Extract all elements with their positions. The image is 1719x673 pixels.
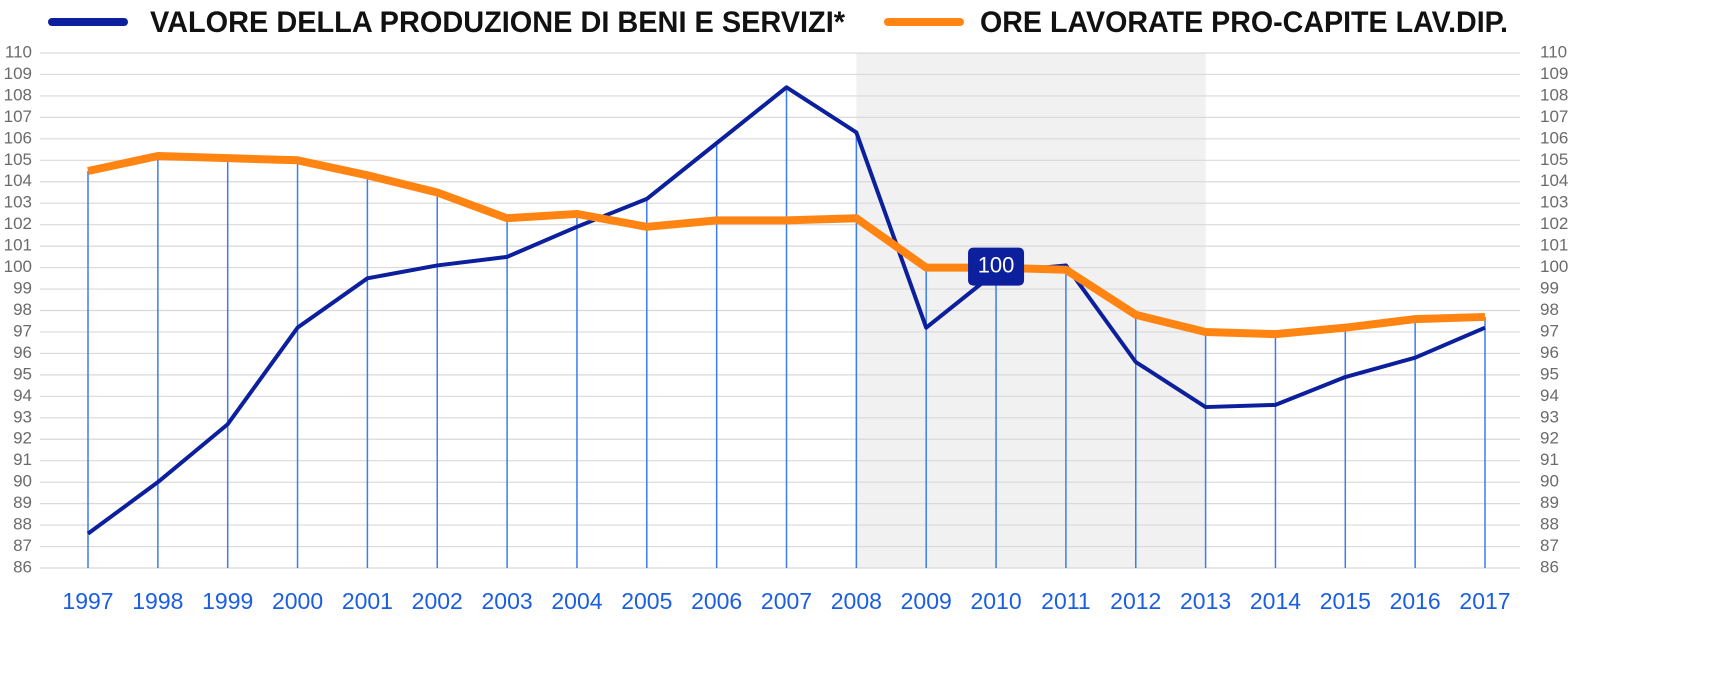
- y-tick-label: 102: [4, 214, 32, 233]
- y2-tick-label: 96: [1540, 343, 1559, 362]
- y-tick-label: 103: [4, 193, 32, 212]
- x-tick-label: 2001: [342, 588, 393, 614]
- x-tick-label: 2004: [551, 588, 602, 614]
- y-tick-label: 87: [13, 536, 32, 555]
- y2-tick-label: 90: [1540, 472, 1559, 491]
- y2-tick-label: 97: [1540, 321, 1559, 340]
- y-tick-label: 95: [13, 364, 32, 383]
- x-tick-label: 2006: [691, 588, 742, 614]
- y2-tick-label: 95: [1540, 364, 1559, 383]
- x-tick-label: 1998: [132, 588, 183, 614]
- x-tick-label: 2012: [1110, 588, 1161, 614]
- x-tick-label: 2003: [482, 588, 533, 614]
- y2-tick-label: 92: [1540, 429, 1559, 448]
- y2-tick-label: 107: [1540, 107, 1568, 126]
- y-tick-label: 86: [13, 557, 32, 576]
- y2-tick-label: 103: [1540, 193, 1568, 212]
- y2-tick-label: 100: [1540, 257, 1568, 276]
- y-tick-label: 90: [13, 472, 32, 491]
- x-tick-label: 2017: [1459, 588, 1510, 614]
- x-tick-label: 2007: [761, 588, 812, 614]
- y2-tick-label: 109: [1540, 64, 1568, 83]
- x-tick-label: 1997: [62, 588, 113, 614]
- y-tick-label: 100: [4, 257, 32, 276]
- x-tick-label: 2002: [412, 588, 463, 614]
- y2-tick-label: 91: [1540, 450, 1559, 469]
- y-tick-label: 98: [13, 300, 32, 319]
- x-tick-label: 2000: [272, 588, 323, 614]
- series-line: [87, 152, 1486, 339]
- legend: VALORE DELLA PRODUZIONE DI BENI E SERVIZ…: [48, 6, 1508, 39]
- x-tick-label: 2016: [1390, 588, 1441, 614]
- y-tick-label: 110: [5, 42, 32, 61]
- y-tick-label: 94: [13, 386, 32, 405]
- y2-tick-label: 104: [1540, 171, 1568, 190]
- x-tick-label: 2009: [901, 588, 952, 614]
- y-tick-label: 89: [13, 493, 32, 512]
- y2-tick-label: 106: [1540, 128, 1568, 147]
- y-tick-label: 93: [13, 407, 32, 426]
- x-tick-label: 2008: [831, 588, 882, 614]
- x-tick-label: 2013: [1180, 588, 1231, 614]
- y2-tick-label: 99: [1540, 279, 1559, 298]
- x-tick-label: 2005: [621, 588, 672, 614]
- x-tick-label: 1999: [202, 588, 253, 614]
- y-tick-label: 97: [13, 321, 32, 340]
- y2-tick-label: 101: [1540, 236, 1568, 255]
- y2-tick-label: 89: [1540, 493, 1559, 512]
- x-tick-label: 2015: [1320, 588, 1371, 614]
- y2-tick-label: 94: [1540, 386, 1559, 405]
- y2-tick-label: 86: [1540, 557, 1559, 576]
- y2-tick-label: 102: [1540, 214, 1568, 233]
- annotation-box: [968, 247, 1025, 286]
- y-tick-label: 109: [4, 64, 32, 83]
- y-tick-label: 107: [4, 107, 32, 126]
- legend-label: ORE LAVORATE PRO-CAPITE LAV.DIP.: [980, 6, 1508, 39]
- y-tick-label: 101: [4, 236, 32, 255]
- y2-tick-label: 87: [1540, 536, 1559, 555]
- y2-tick-label: 105: [1540, 150, 1568, 169]
- y-tick-label: 108: [4, 85, 32, 104]
- x-tick-label: 2011: [1041, 588, 1090, 614]
- y-tick-label: 105: [4, 150, 32, 169]
- annotation-text: 100: [978, 252, 1015, 277]
- y-tick-label: 96: [13, 343, 32, 362]
- y-tick-label: 92: [13, 429, 32, 448]
- y2-tick-label: 93: [1540, 407, 1559, 426]
- y2-tick-label: 108: [1540, 85, 1568, 104]
- x-tick-label: 2010: [970, 588, 1021, 614]
- legend-label: VALORE DELLA PRODUZIONE DI BENI E SERVIZ…: [150, 6, 845, 39]
- y2-tick-label: 98: [1540, 300, 1559, 319]
- y2-tick-label: 88: [1540, 515, 1559, 534]
- series-line: [86, 85, 1486, 536]
- y-tick-label: 91: [13, 450, 32, 469]
- x-tick-label: 2014: [1250, 588, 1301, 614]
- y-tick-label: 106: [4, 128, 32, 147]
- y-tick-label: 88: [13, 515, 32, 534]
- y-tick-label: 99: [13, 279, 32, 298]
- y2-tick-label: 110: [1540, 42, 1567, 61]
- y-tick-label: 104: [4, 171, 32, 190]
